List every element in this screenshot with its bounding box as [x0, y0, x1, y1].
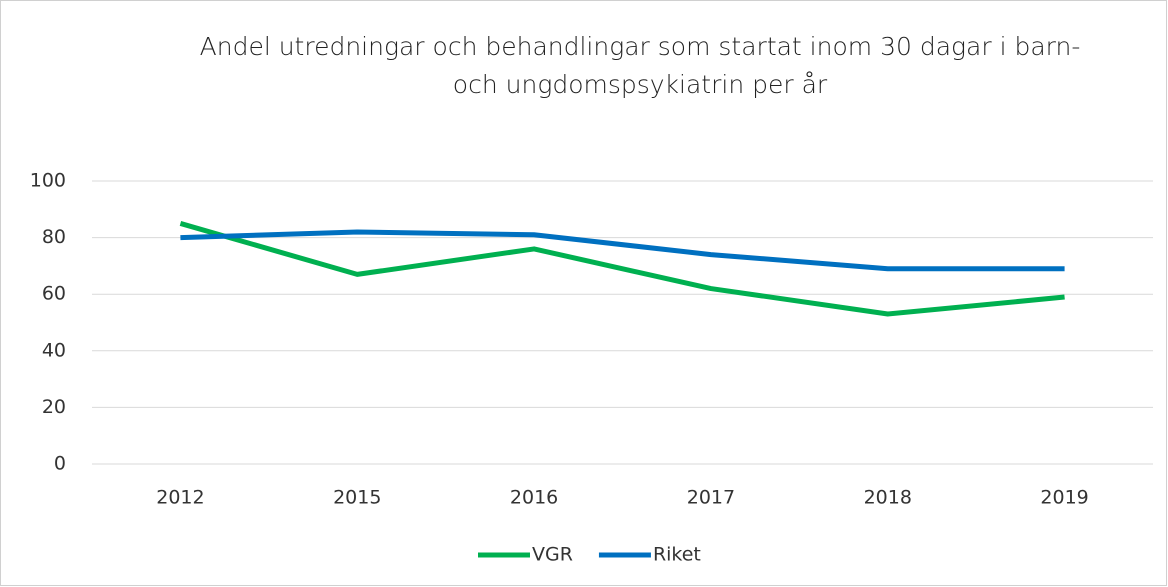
x-tick-label: 2017 — [687, 487, 735, 509]
x-tick-label: 2012 — [156, 487, 204, 509]
chart-title: Andel utredningar och behandlingar som s… — [199, 32, 1081, 99]
y-tick-label: 0 — [54, 453, 66, 475]
y-tick-label: 80 — [42, 226, 66, 248]
y-tick-label: 60 — [42, 283, 66, 305]
x-tick-label: 2018 — [864, 487, 912, 509]
line-series — [179, 221, 1065, 317]
line-series — [180, 229, 1065, 272]
x-tick-label: 2016 — [510, 487, 558, 509]
x-tick-label: 2015 — [333, 487, 381, 509]
x-tick-label: 2019 — [1040, 487, 1088, 509]
legend-label: VGR — [532, 544, 573, 566]
y-tick-label: 20 — [42, 396, 66, 418]
legend-label: Riket — [653, 544, 701, 566]
y-tick-label: 100 — [30, 170, 66, 192]
y-tick-label: 40 — [42, 339, 66, 361]
